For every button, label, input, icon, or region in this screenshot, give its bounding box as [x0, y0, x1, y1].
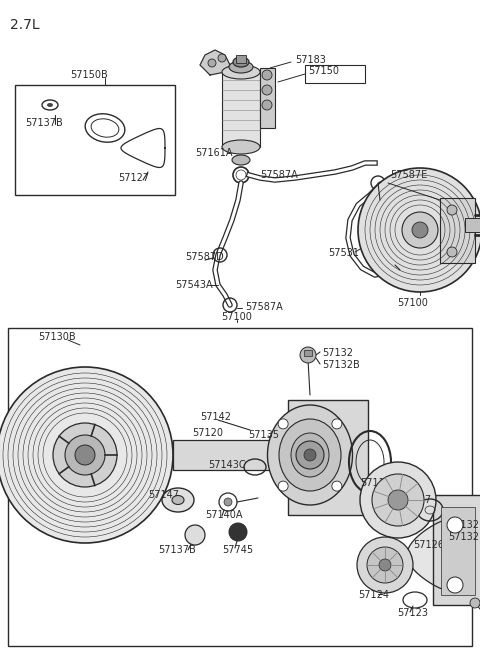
Ellipse shape [267, 405, 352, 505]
Bar [288, 400, 368, 515]
Circle shape [262, 85, 272, 95]
Text: 57127: 57127 [400, 495, 431, 505]
Text: 57115: 57115 [360, 478, 391, 488]
Ellipse shape [222, 140, 260, 154]
Ellipse shape [291, 433, 329, 477]
Text: 57132: 57132 [322, 348, 353, 358]
Text: 57587A: 57587A [245, 302, 283, 312]
Circle shape [379, 559, 391, 571]
Circle shape [53, 423, 117, 487]
Circle shape [229, 523, 247, 541]
Ellipse shape [172, 495, 184, 504]
Circle shape [304, 449, 316, 461]
Bar [260, 68, 275, 128]
Circle shape [447, 577, 463, 593]
Ellipse shape [162, 488, 194, 512]
Text: 57100: 57100 [397, 298, 429, 308]
Text: 57143C: 57143C [208, 460, 246, 470]
Text: 57120: 57120 [192, 428, 223, 438]
Text: 57137B: 57137B [158, 545, 196, 555]
Circle shape [358, 168, 480, 292]
Circle shape [208, 59, 216, 67]
Circle shape [367, 547, 403, 583]
Text: 57127: 57127 [118, 173, 149, 183]
Ellipse shape [233, 57, 249, 67]
Ellipse shape [232, 155, 250, 165]
Text: 57132B: 57132B [322, 360, 360, 370]
Bar [173, 440, 293, 470]
Bar [236, 55, 246, 63]
Circle shape [75, 445, 95, 465]
Text: 57126A: 57126A [413, 540, 451, 550]
Text: 57123: 57123 [397, 608, 428, 618]
Ellipse shape [222, 65, 260, 79]
Circle shape [447, 205, 457, 215]
Text: 57100: 57100 [222, 312, 252, 322]
Circle shape [360, 462, 436, 538]
Circle shape [65, 435, 105, 475]
Bar [465, 218, 480, 232]
Text: 57150B: 57150B [70, 70, 108, 80]
Text: 57531: 57531 [328, 248, 359, 258]
Circle shape [372, 474, 424, 526]
Circle shape [218, 54, 226, 62]
Circle shape [278, 481, 288, 491]
Text: 57543A: 57543A [175, 280, 213, 290]
Bar [304, 350, 312, 356]
Text: 57587A: 57587A [260, 170, 298, 180]
Text: 57137B: 57137B [25, 118, 63, 128]
Text: 2.7L: 2.7L [10, 18, 40, 32]
Bar [305, 65, 365, 83]
Circle shape [278, 419, 288, 429]
Circle shape [300, 347, 316, 363]
Circle shape [296, 441, 324, 469]
Circle shape [193, 530, 203, 540]
Circle shape [262, 70, 272, 80]
Bar [440, 198, 475, 263]
Text: 57745: 57745 [222, 545, 253, 555]
Ellipse shape [229, 61, 253, 73]
Ellipse shape [47, 103, 53, 107]
Circle shape [224, 498, 232, 506]
Circle shape [332, 419, 342, 429]
Text: 57130B: 57130B [38, 332, 76, 342]
Circle shape [412, 222, 428, 238]
Text: 57135: 57135 [248, 430, 279, 440]
Circle shape [447, 517, 463, 533]
Circle shape [262, 100, 272, 110]
Bar [433, 495, 480, 605]
Circle shape [0, 367, 173, 543]
Bar [441, 507, 475, 595]
Text: 57587E: 57587E [390, 170, 427, 180]
Circle shape [447, 247, 457, 257]
Text: 57587D: 57587D [185, 252, 224, 262]
Text: 57132: 57132 [448, 520, 479, 530]
Circle shape [388, 490, 408, 510]
Text: 57142: 57142 [200, 412, 231, 422]
Text: 57124: 57124 [358, 590, 389, 600]
Text: 57183: 57183 [295, 55, 326, 65]
Text: 57147: 57147 [148, 490, 179, 500]
Circle shape [402, 212, 438, 248]
Bar [222, 72, 260, 147]
Text: 57140A: 57140A [205, 510, 242, 520]
Circle shape [357, 537, 413, 593]
Bar [15, 85, 175, 195]
Polygon shape [407, 519, 463, 591]
Polygon shape [200, 50, 230, 75]
Circle shape [470, 598, 480, 608]
Text: 57161A: 57161A [195, 148, 232, 158]
Text: 57132B: 57132B [448, 532, 480, 542]
Circle shape [185, 525, 205, 545]
Circle shape [332, 481, 342, 491]
Bar [8, 328, 472, 646]
Ellipse shape [279, 419, 341, 491]
Text: 57150: 57150 [308, 66, 339, 76]
